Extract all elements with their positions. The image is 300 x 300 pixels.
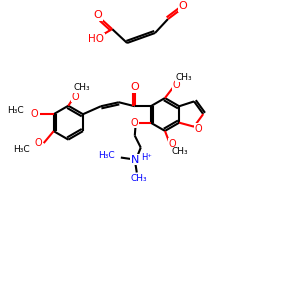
Text: H₃C: H₃C [7, 106, 24, 115]
Text: O: O [130, 82, 139, 92]
Text: H₃C: H₃C [13, 145, 30, 154]
Text: H₃C: H₃C [98, 151, 115, 160]
Text: CH₃: CH₃ [130, 174, 147, 183]
Text: CH₃: CH₃ [176, 73, 192, 82]
Text: HO: HO [88, 34, 104, 44]
Text: O: O [194, 124, 202, 134]
Text: O: O [172, 80, 180, 90]
Text: O: O [178, 1, 187, 11]
Text: H⁺: H⁺ [141, 153, 152, 162]
Text: CH₃: CH₃ [74, 83, 91, 92]
Text: CH₃: CH₃ [172, 147, 188, 156]
Text: O: O [71, 92, 79, 102]
Text: N: N [130, 154, 139, 164]
Text: O: O [94, 10, 103, 20]
Text: O: O [34, 138, 42, 148]
Text: O: O [30, 109, 38, 119]
Text: O: O [130, 118, 138, 128]
Text: O: O [168, 139, 176, 149]
